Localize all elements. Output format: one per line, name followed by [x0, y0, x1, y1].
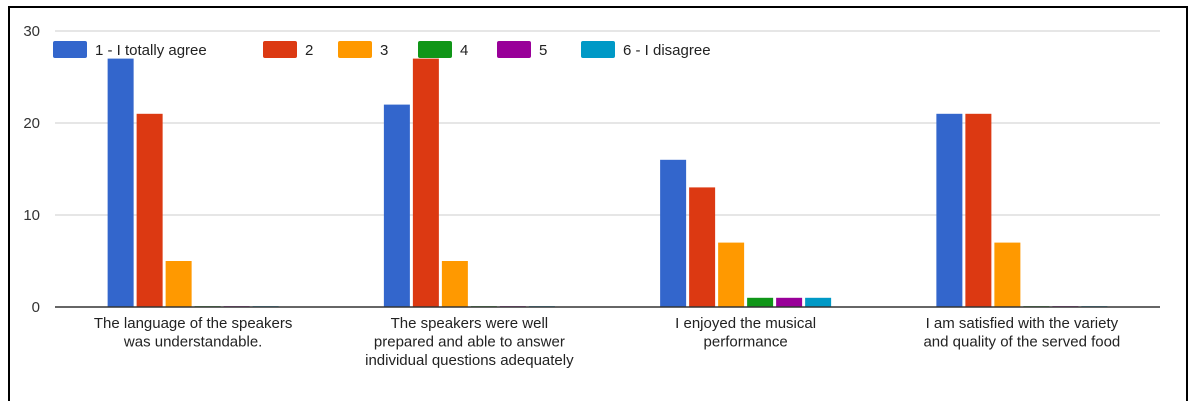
category-label: The speakers were well — [391, 315, 549, 332]
legend-swatch — [581, 41, 615, 58]
category-labels: The language of the speakers was understa… — [94, 315, 1120, 369]
legend-swatch — [497, 41, 531, 58]
bar-3-cat-2 — [441, 261, 468, 307]
category-label: The language of the speakers — [94, 315, 292, 332]
bar-2-cat-4 — [965, 113, 992, 307]
y-axis-ticks: 0 10 20 30 — [23, 23, 40, 316]
bar-1-cat-1 — [107, 58, 134, 307]
bar-3-cat-1 — [165, 261, 192, 307]
legend-swatch — [338, 41, 372, 58]
legend-swatch — [418, 41, 452, 58]
legend-label: 3 — [380, 42, 388, 59]
y-tick-label: 30 — [23, 23, 40, 40]
bar-1-cat-4 — [936, 113, 963, 307]
y-tick-label: 20 — [23, 115, 40, 132]
gridlines — [55, 30, 1160, 216]
bars — [107, 58, 1108, 307]
legend-swatch — [263, 41, 297, 58]
bar-2-cat-3 — [689, 187, 716, 307]
bar-1-cat-3 — [660, 159, 687, 307]
legend-label: 6 - I disagree — [623, 42, 711, 59]
bar-3-cat-4 — [994, 242, 1021, 307]
bar-2-cat-1 — [136, 113, 163, 307]
category-label: was understandable. — [123, 334, 262, 351]
legend-label: 5 — [539, 42, 547, 59]
bar-4-cat-3 — [747, 297, 774, 307]
category-label: performance — [704, 334, 788, 351]
y-tick-label: 0 — [32, 299, 40, 316]
category-label: I am satisfied with the variety — [926, 315, 1119, 332]
bar-1-cat-2 — [383, 104, 410, 307]
category-label: individual questions adequately — [365, 352, 574, 369]
category-label: and quality of the served food — [923, 334, 1120, 351]
legend-label: 1 - I totally agree — [95, 42, 207, 59]
y-tick-label: 10 — [23, 207, 40, 224]
bar-6-cat-3 — [805, 297, 832, 307]
legend-label: 2 — [305, 42, 313, 59]
bar-5-cat-3 — [776, 297, 803, 307]
bar-3-cat-3 — [718, 242, 745, 307]
legend: 1 - I totally agree 2 3 4 5 6 - I disagree — [53, 41, 711, 59]
category-label: I enjoyed the musical — [675, 315, 816, 332]
legend-label: 4 — [460, 42, 468, 59]
category-label: prepared and able to answer — [374, 334, 565, 351]
legend-swatch — [53, 41, 87, 58]
bar-2-cat-2 — [412, 58, 439, 307]
